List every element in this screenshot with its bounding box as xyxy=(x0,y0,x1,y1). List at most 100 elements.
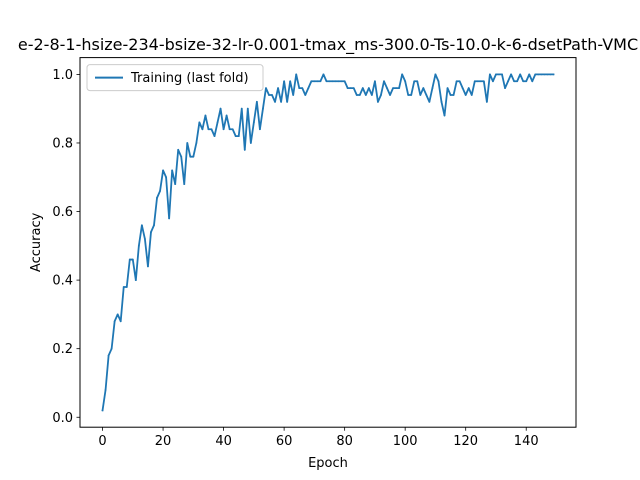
y-axis-label: Accuracy xyxy=(29,212,44,272)
data-point xyxy=(289,80,292,83)
data-point xyxy=(316,80,319,83)
data-point xyxy=(422,87,425,90)
y-tick-label: 0.0 xyxy=(52,411,73,426)
data-point xyxy=(537,73,540,76)
data-point xyxy=(262,107,264,110)
data-point xyxy=(207,128,210,131)
data-point xyxy=(137,244,140,247)
data-point xyxy=(328,80,331,83)
data-point xyxy=(398,87,401,90)
data-point xyxy=(425,94,428,96)
data-point xyxy=(352,87,355,90)
data-point xyxy=(319,80,322,83)
data-point xyxy=(552,73,555,76)
data-point xyxy=(331,80,334,83)
x-tick-label: 100 xyxy=(393,434,418,449)
data-point xyxy=(440,100,443,103)
data-point xyxy=(249,142,252,144)
data-point xyxy=(216,121,219,124)
legend: Training (last fold) xyxy=(86,64,264,92)
data-point xyxy=(428,100,431,103)
data-point xyxy=(458,80,461,83)
data-point xyxy=(549,73,552,76)
data-point xyxy=(222,128,225,131)
data-point xyxy=(280,100,282,103)
data-point xyxy=(268,94,270,96)
data-point xyxy=(370,94,373,96)
data-point xyxy=(201,128,204,131)
data-point xyxy=(416,80,419,83)
data-point xyxy=(437,80,440,83)
data-point xyxy=(461,87,464,90)
data-point xyxy=(310,80,313,83)
data-point xyxy=(334,80,337,83)
data-point xyxy=(528,73,531,76)
data-point xyxy=(313,80,316,83)
data-point xyxy=(364,94,367,96)
data-point xyxy=(252,121,255,124)
data-point xyxy=(180,155,183,158)
data-point xyxy=(237,135,240,138)
x-tick-label: 20 xyxy=(155,434,172,449)
data-point xyxy=(383,80,385,83)
data-point xyxy=(519,73,522,76)
data-point xyxy=(259,128,261,131)
data-point xyxy=(125,286,128,288)
data-point xyxy=(534,73,537,76)
data-point xyxy=(419,94,422,96)
data-point xyxy=(516,80,519,83)
x-tick-label: 120 xyxy=(453,434,478,449)
data-point xyxy=(286,100,289,103)
data-point xyxy=(525,80,528,83)
data-point xyxy=(147,265,149,268)
data-point xyxy=(322,73,325,76)
data-point xyxy=(153,224,155,227)
x-axis-label: Epoch xyxy=(308,456,348,471)
data-point xyxy=(274,100,276,103)
data-point xyxy=(134,279,137,282)
data-point xyxy=(186,142,189,144)
data-point xyxy=(467,87,470,90)
data-point xyxy=(110,347,113,350)
data-point xyxy=(395,87,397,90)
data-point xyxy=(464,94,467,96)
data-point xyxy=(119,320,122,323)
data-point xyxy=(107,354,110,357)
data-point xyxy=(361,87,364,90)
data-point xyxy=(104,388,107,391)
data-point xyxy=(171,169,174,172)
legend-box xyxy=(86,64,264,92)
data-point xyxy=(546,73,549,76)
data-point xyxy=(407,94,410,96)
data-point xyxy=(473,80,476,83)
y-tick-label: 0.2 xyxy=(52,342,73,357)
data-point xyxy=(434,73,437,76)
data-point xyxy=(116,313,119,316)
data-point xyxy=(413,80,416,83)
x-tick-label: 80 xyxy=(336,434,353,449)
data-point xyxy=(162,169,164,172)
data-point xyxy=(367,87,370,90)
data-point xyxy=(355,94,358,96)
data-point xyxy=(495,73,497,76)
data-point xyxy=(410,94,413,96)
data-point xyxy=(240,107,243,110)
data-point xyxy=(482,80,485,83)
data-point xyxy=(446,87,449,90)
data-point xyxy=(346,87,349,90)
data-point xyxy=(113,320,116,323)
data-point xyxy=(401,73,404,76)
data-point xyxy=(225,114,228,117)
data-point xyxy=(470,94,473,96)
data-point xyxy=(204,114,207,117)
data-point xyxy=(159,190,161,192)
data-point xyxy=(122,286,125,288)
data-point xyxy=(540,73,543,76)
y-tick-label: 0.8 xyxy=(52,136,73,151)
data-point xyxy=(337,80,340,83)
data-point xyxy=(192,155,195,158)
data-point xyxy=(265,87,267,90)
data-point xyxy=(485,100,488,103)
data-point xyxy=(246,107,249,110)
axis-ticks: 0 20 40 60 80 100 120 140 0.0 0.2 0.4 0.6 0.8 1.0 xyxy=(52,68,538,449)
